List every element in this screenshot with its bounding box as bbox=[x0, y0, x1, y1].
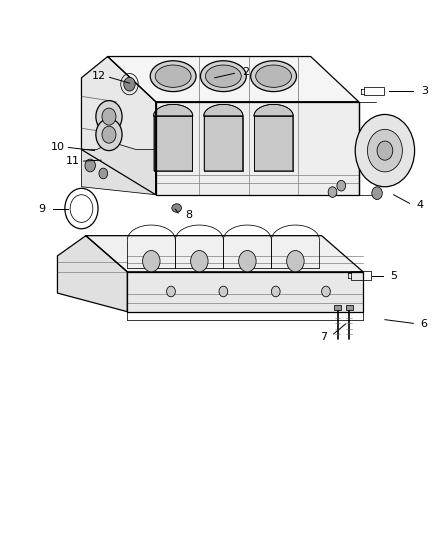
Circle shape bbox=[96, 101, 122, 133]
Circle shape bbox=[219, 286, 228, 297]
Circle shape bbox=[328, 187, 337, 197]
Text: 2: 2 bbox=[242, 68, 249, 77]
Text: 5: 5 bbox=[390, 271, 397, 280]
Polygon shape bbox=[81, 144, 155, 195]
Ellipse shape bbox=[251, 61, 297, 92]
Circle shape bbox=[287, 251, 304, 272]
Circle shape bbox=[102, 108, 116, 125]
Circle shape bbox=[191, 251, 208, 272]
Circle shape bbox=[337, 180, 346, 191]
Circle shape bbox=[143, 251, 160, 272]
Text: 4: 4 bbox=[416, 200, 424, 211]
Text: 8: 8 bbox=[185, 211, 192, 221]
Circle shape bbox=[166, 286, 175, 297]
FancyBboxPatch shape bbox=[346, 305, 353, 310]
Polygon shape bbox=[86, 236, 363, 272]
Circle shape bbox=[355, 115, 415, 187]
Ellipse shape bbox=[256, 65, 291, 87]
Ellipse shape bbox=[205, 65, 241, 87]
Polygon shape bbox=[254, 104, 293, 171]
Polygon shape bbox=[204, 104, 243, 171]
Text: 3: 3 bbox=[421, 86, 428, 96]
Polygon shape bbox=[127, 272, 363, 312]
Circle shape bbox=[372, 187, 382, 199]
Polygon shape bbox=[81, 56, 155, 195]
Ellipse shape bbox=[201, 61, 246, 92]
Ellipse shape bbox=[155, 65, 191, 87]
Ellipse shape bbox=[150, 61, 196, 92]
Circle shape bbox=[272, 286, 280, 297]
Circle shape bbox=[239, 251, 256, 272]
Circle shape bbox=[99, 168, 108, 179]
Text: 6: 6 bbox=[421, 319, 428, 329]
Text: 10: 10 bbox=[50, 142, 64, 152]
Text: 12: 12 bbox=[92, 71, 106, 81]
Circle shape bbox=[321, 286, 330, 297]
Circle shape bbox=[102, 126, 116, 143]
Circle shape bbox=[85, 159, 95, 172]
Polygon shape bbox=[153, 104, 193, 171]
Circle shape bbox=[96, 119, 122, 151]
Circle shape bbox=[124, 77, 135, 91]
Ellipse shape bbox=[172, 204, 181, 212]
Polygon shape bbox=[57, 236, 127, 312]
Polygon shape bbox=[155, 102, 359, 195]
Text: 9: 9 bbox=[39, 204, 46, 214]
Polygon shape bbox=[108, 56, 359, 102]
Text: 11: 11 bbox=[66, 156, 80, 166]
Circle shape bbox=[377, 141, 393, 160]
Circle shape bbox=[367, 130, 403, 172]
Text: 7: 7 bbox=[320, 332, 327, 342]
FancyBboxPatch shape bbox=[334, 305, 341, 310]
